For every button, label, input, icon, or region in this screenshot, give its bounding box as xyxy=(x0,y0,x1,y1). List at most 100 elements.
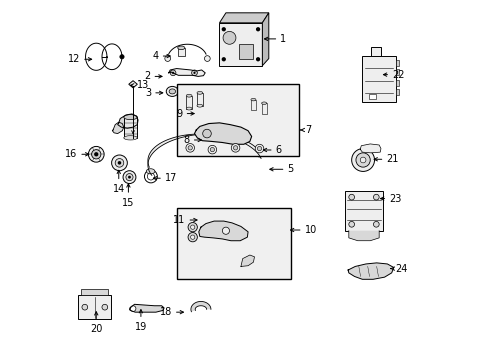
Bar xyxy=(395,89,398,95)
Circle shape xyxy=(223,31,235,44)
Polygon shape xyxy=(219,13,268,23)
Circle shape xyxy=(144,170,157,183)
Text: 4: 4 xyxy=(152,51,159,61)
Circle shape xyxy=(204,56,210,62)
Ellipse shape xyxy=(123,114,137,120)
Ellipse shape xyxy=(197,104,203,107)
Circle shape xyxy=(348,194,354,200)
Polygon shape xyxy=(198,221,247,241)
Polygon shape xyxy=(118,114,138,128)
Text: 12: 12 xyxy=(68,54,80,64)
Circle shape xyxy=(255,57,260,62)
Circle shape xyxy=(185,144,194,152)
Ellipse shape xyxy=(186,107,192,110)
Polygon shape xyxy=(360,144,380,153)
Circle shape xyxy=(164,56,170,62)
Text: 3: 3 xyxy=(145,88,151,98)
Circle shape xyxy=(222,227,229,234)
Bar xyxy=(345,191,382,231)
Bar xyxy=(370,47,381,56)
Ellipse shape xyxy=(123,136,137,140)
Circle shape xyxy=(210,148,214,152)
Ellipse shape xyxy=(146,169,155,174)
Bar xyxy=(368,94,375,99)
Polygon shape xyxy=(262,13,268,66)
Polygon shape xyxy=(129,304,164,312)
Circle shape xyxy=(373,221,378,227)
Bar xyxy=(361,56,395,102)
Ellipse shape xyxy=(250,98,255,101)
Text: 14: 14 xyxy=(112,184,124,194)
Circle shape xyxy=(130,306,136,311)
Text: 2: 2 xyxy=(144,71,150,81)
Text: 23: 23 xyxy=(388,194,401,203)
Circle shape xyxy=(188,146,192,150)
Bar xyxy=(81,289,108,295)
Circle shape xyxy=(355,153,369,167)
Circle shape xyxy=(231,144,240,152)
Text: 15: 15 xyxy=(122,198,134,208)
Circle shape xyxy=(360,157,365,163)
Bar xyxy=(261,103,266,114)
Polygon shape xyxy=(241,255,254,266)
Bar xyxy=(395,60,398,66)
Polygon shape xyxy=(112,122,123,134)
Bar xyxy=(239,44,253,59)
Text: 6: 6 xyxy=(275,145,281,155)
Circle shape xyxy=(102,304,107,310)
Bar xyxy=(219,23,262,66)
Bar xyxy=(177,48,184,57)
Polygon shape xyxy=(347,263,393,279)
Circle shape xyxy=(111,155,127,171)
Circle shape xyxy=(221,27,225,31)
Text: 20: 20 xyxy=(90,324,102,334)
Text: 21: 21 xyxy=(386,154,398,164)
Polygon shape xyxy=(168,68,205,76)
Circle shape xyxy=(351,149,374,171)
Text: 11: 11 xyxy=(173,215,185,225)
Circle shape xyxy=(373,194,378,200)
Circle shape xyxy=(120,55,124,59)
Circle shape xyxy=(257,147,261,151)
Bar xyxy=(253,147,267,150)
Text: 10: 10 xyxy=(304,225,316,235)
Circle shape xyxy=(115,158,123,167)
Ellipse shape xyxy=(177,46,184,50)
Circle shape xyxy=(94,152,98,157)
Text: 18: 18 xyxy=(160,307,172,317)
Circle shape xyxy=(125,174,133,181)
Text: 19: 19 xyxy=(135,322,147,332)
Polygon shape xyxy=(147,134,261,175)
Circle shape xyxy=(203,129,211,138)
Circle shape xyxy=(257,146,262,151)
Bar xyxy=(197,93,203,106)
Text: 9: 9 xyxy=(176,109,183,118)
Bar xyxy=(78,295,111,319)
Text: 5: 5 xyxy=(287,164,293,174)
Circle shape xyxy=(255,144,263,153)
Bar xyxy=(123,117,137,138)
Bar xyxy=(177,84,298,156)
Bar xyxy=(186,96,192,109)
Circle shape xyxy=(191,70,197,76)
Circle shape xyxy=(193,72,195,74)
Circle shape xyxy=(128,176,131,179)
Circle shape xyxy=(255,144,264,154)
Text: 7: 7 xyxy=(305,125,311,135)
Text: 8: 8 xyxy=(183,135,189,145)
Circle shape xyxy=(118,161,121,165)
Bar xyxy=(395,80,398,86)
Text: 16: 16 xyxy=(65,149,77,159)
Polygon shape xyxy=(194,123,251,144)
Circle shape xyxy=(207,145,216,154)
Ellipse shape xyxy=(255,152,264,157)
Text: 22: 22 xyxy=(391,69,404,80)
Text: 24: 24 xyxy=(395,264,407,274)
Bar xyxy=(395,69,398,75)
Circle shape xyxy=(188,233,197,242)
Circle shape xyxy=(188,222,197,232)
Circle shape xyxy=(190,225,194,229)
Circle shape xyxy=(82,304,87,310)
Ellipse shape xyxy=(166,86,178,96)
Ellipse shape xyxy=(169,89,175,94)
